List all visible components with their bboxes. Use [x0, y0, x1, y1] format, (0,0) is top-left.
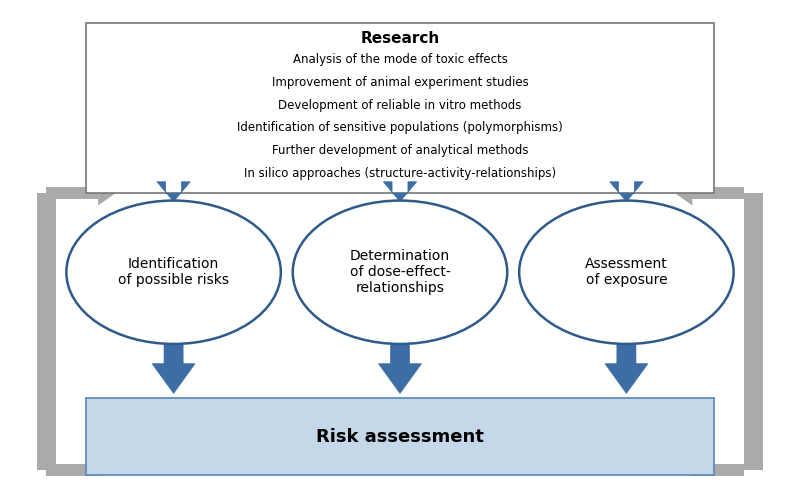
Polygon shape	[675, 181, 692, 206]
Bar	[46, 464, 98, 476]
Text: Development of reliable in vitro methods: Development of reliable in vitro methods	[278, 98, 522, 112]
Bar	[692, 187, 744, 199]
Bar	[37, 193, 56, 470]
Ellipse shape	[66, 200, 281, 344]
Text: Improvement of animal experiment studies: Improvement of animal experiment studies	[272, 76, 528, 89]
Text: Risk assessment: Risk assessment	[316, 428, 484, 446]
Text: Assessment
of exposure: Assessment of exposure	[585, 257, 668, 288]
Text: Identification
of possible risks: Identification of possible risks	[118, 257, 229, 288]
Ellipse shape	[519, 200, 734, 344]
Ellipse shape	[293, 200, 507, 344]
Polygon shape	[152, 345, 195, 394]
Bar	[46, 187, 98, 199]
Text: Identification of sensitive populations (polymorphisms): Identification of sensitive populations …	[237, 122, 563, 134]
Text: Research: Research	[360, 31, 440, 46]
Polygon shape	[378, 345, 422, 394]
Polygon shape	[605, 345, 648, 394]
Polygon shape	[610, 182, 643, 202]
Bar	[692, 464, 744, 476]
Text: In silico approaches (structure-activity-relationships): In silico approaches (structure-activity…	[244, 167, 556, 180]
Polygon shape	[157, 182, 190, 202]
FancyBboxPatch shape	[86, 22, 714, 193]
Polygon shape	[383, 182, 417, 202]
Text: Determination
of dose-effect-
relationships: Determination of dose-effect- relationsh…	[350, 249, 450, 296]
Bar	[744, 193, 763, 470]
FancyBboxPatch shape	[86, 398, 714, 475]
Text: Further development of analytical methods: Further development of analytical method…	[272, 144, 528, 157]
Polygon shape	[98, 181, 115, 206]
Text: Analysis of the mode of toxic effects: Analysis of the mode of toxic effects	[293, 53, 507, 66]
